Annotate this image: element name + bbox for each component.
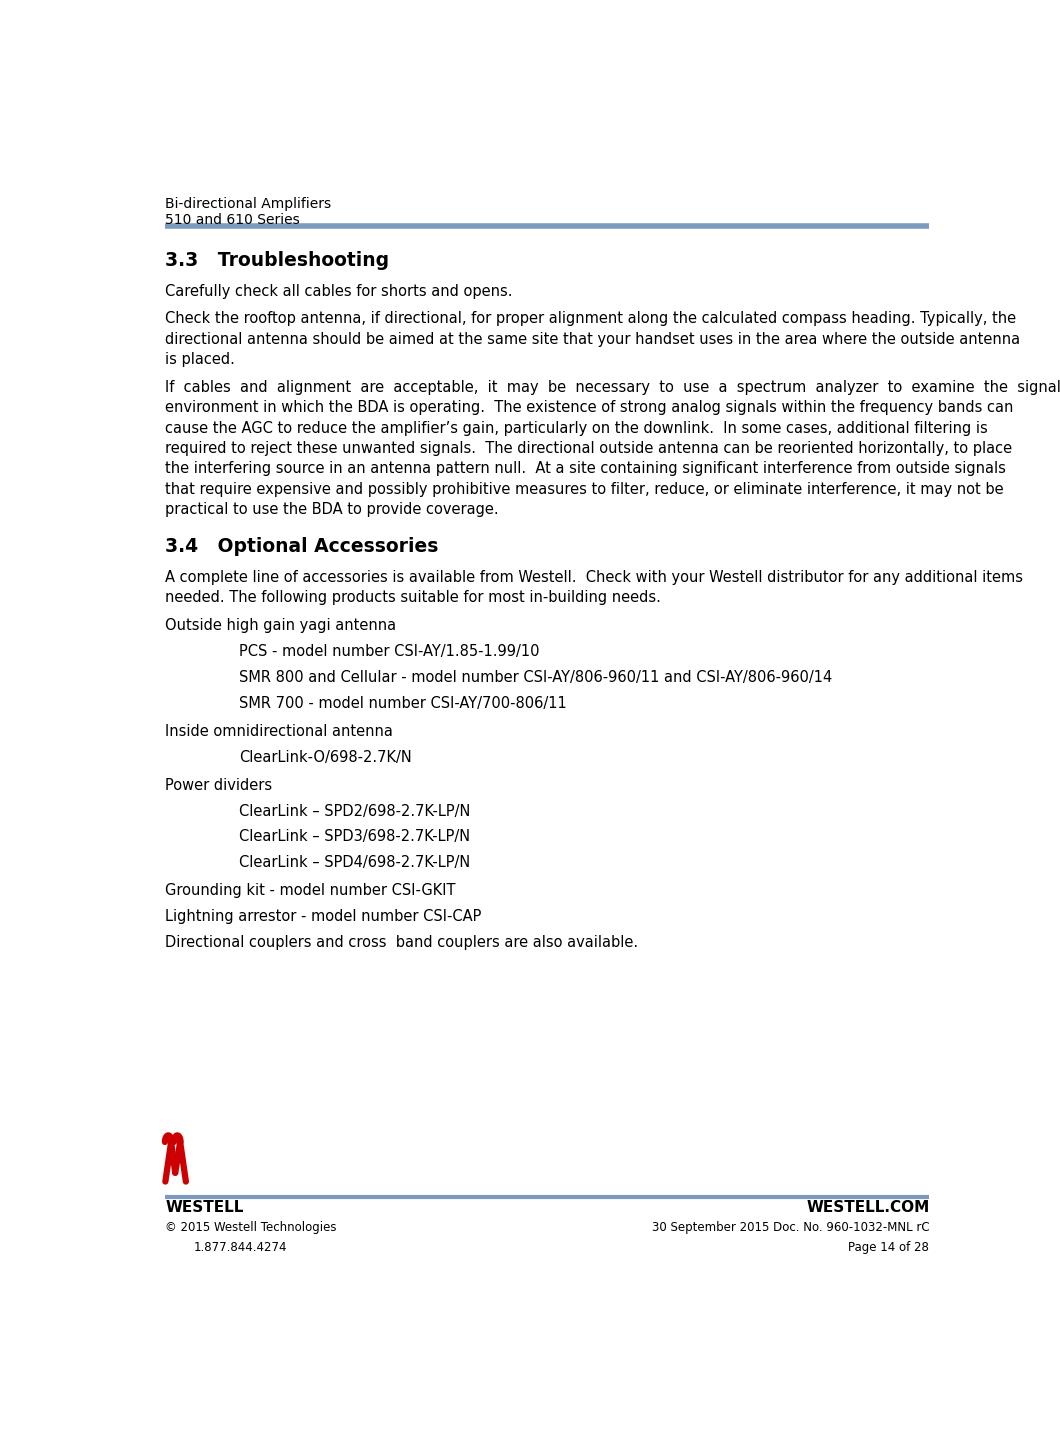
Text: Outside high gain yagi antenna: Outside high gain yagi antenna — [165, 619, 396, 633]
Text: If  cables  and  alignment  are  acceptable,  it  may  be  necessary  to  use  a: If cables and alignment are acceptable, … — [165, 380, 1060, 394]
Text: Check the rooftop antenna, if directional, for proper alignment along the calcul: Check the rooftop antenna, if directiona… — [165, 312, 1017, 326]
Text: required to reject these unwanted signals.  The directional outside antenna can : required to reject these unwanted signal… — [165, 442, 1012, 456]
Text: © 2015 Westell Technologies: © 2015 Westell Technologies — [165, 1222, 337, 1235]
Text: that require expensive and possibly prohibitive measures to filter, reduce, or e: that require expensive and possibly proh… — [165, 482, 1004, 497]
Text: is placed.: is placed. — [165, 352, 235, 367]
Text: SMR 700 - model number CSI-AY/700-806/11: SMR 700 - model number CSI-AY/700-806/11 — [240, 696, 567, 710]
Text: 3.4   Optional Accessories: 3.4 Optional Accessories — [165, 537, 439, 556]
Text: Inside omnidirectional antenna: Inside omnidirectional antenna — [165, 725, 393, 739]
Text: directional antenna should be aimed at the same site that your handset uses in t: directional antenna should be aimed at t… — [165, 332, 1021, 347]
Text: Page 14 of 28: Page 14 of 28 — [848, 1240, 930, 1255]
Text: PCS - model number CSI-AY/1.85-1.99/10: PCS - model number CSI-AY/1.85-1.99/10 — [240, 644, 540, 659]
Text: ClearLink – SPD4/698-2.7K-LP/N: ClearLink – SPD4/698-2.7K-LP/N — [240, 856, 471, 870]
Text: WESTELL.COM: WESTELL.COM — [806, 1200, 930, 1215]
Text: A complete line of accessories is available from Westell.  Check with your Weste: A complete line of accessories is availa… — [165, 570, 1023, 584]
Text: 510 and 610 Series: 510 and 610 Series — [165, 213, 300, 227]
Text: cause the AGC to reduce the amplifier’s gain, particularly on the downlink.  In : cause the AGC to reduce the amplifier’s … — [165, 420, 988, 436]
Text: 3.3   Troubleshooting: 3.3 Troubleshooting — [165, 250, 389, 270]
Text: 30 September 2015 Doc. No. 960-1032-MNL rC: 30 September 2015 Doc. No. 960-1032-MNL … — [652, 1222, 930, 1235]
Text: SMR 800 and Cellular - model number CSI-AY/806-960/11 and CSI-AY/806-960/14: SMR 800 and Cellular - model number CSI-… — [240, 670, 832, 684]
Text: Carefully check all cables for shorts and opens.: Carefully check all cables for shorts an… — [165, 284, 513, 299]
Text: 1.877.844.4274: 1.877.844.4274 — [194, 1240, 287, 1255]
Text: Lightning arrestor - model number CSI-CAP: Lightning arrestor - model number CSI-CA… — [165, 909, 481, 925]
Text: Bi-directional Amplifiers: Bi-directional Amplifiers — [165, 197, 332, 211]
Text: Directional couplers and cross  band couplers are also available.: Directional couplers and cross band coup… — [165, 935, 638, 950]
Text: practical to use the BDA to provide coverage.: practical to use the BDA to provide cove… — [165, 502, 499, 517]
Text: the interfering source in an antenna pattern null.  At a site containing signifi: the interfering source in an antenna pat… — [165, 462, 1006, 476]
Text: environment in which the BDA is operating.  The existence of strong analog signa: environment in which the BDA is operatin… — [165, 400, 1013, 416]
Text: ClearLink – SPD2/698-2.7K-LP/N: ClearLink – SPD2/698-2.7K-LP/N — [240, 803, 471, 819]
Text: WESTELL: WESTELL — [165, 1200, 244, 1215]
Text: ClearLink-O/698-2.7K/N: ClearLink-O/698-2.7K/N — [240, 750, 412, 765]
Text: needed. The following products suitable for most in-building needs.: needed. The following products suitable … — [165, 590, 661, 604]
Text: ClearLink – SPD3/698-2.7K-LP/N: ClearLink – SPD3/698-2.7K-LP/N — [240, 829, 471, 845]
Text: Power dividers: Power dividers — [165, 777, 272, 793]
Text: Grounding kit - model number CSI-GKIT: Grounding kit - model number CSI-GKIT — [165, 883, 456, 899]
